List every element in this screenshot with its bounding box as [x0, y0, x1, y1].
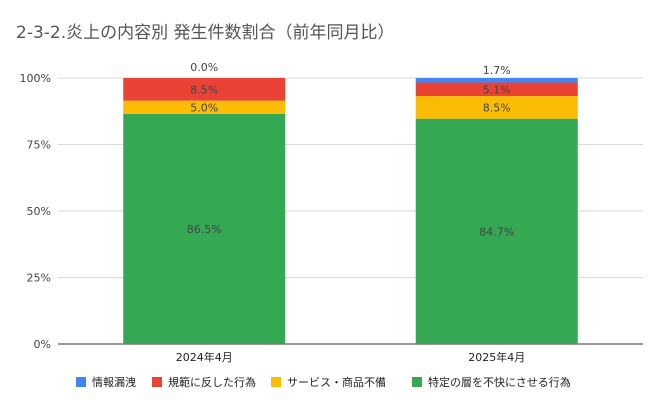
bar-segment [415, 118, 578, 344]
data-label: 8.5% [190, 83, 218, 96]
legend-label: サービス・商品不備 [287, 375, 386, 389]
legend-swatch [76, 377, 86, 387]
y-tick-label: 50% [27, 205, 51, 218]
y-tick-label: 25% [27, 272, 51, 285]
bar-segment [123, 113, 286, 344]
data-label: 5.0% [190, 101, 218, 114]
x-tick-label: 2024年4月 [176, 350, 233, 364]
data-label: 0.0% [190, 61, 218, 74]
bar-segment [415, 96, 578, 119]
bar-segment [415, 82, 578, 97]
chart-title: 2-3-2.炎上の内容別 発生件数割合（前年同月比） [16, 23, 395, 43]
x-tick-label: 2025年4月 [468, 350, 525, 364]
y-tick-label: 0% [34, 338, 51, 351]
bar-segment [123, 78, 286, 101]
bar-segment [123, 100, 286, 114]
y-tick-label: 75% [27, 139, 51, 152]
data-label: 1.7% [483, 64, 511, 77]
legend-swatch [271, 377, 281, 387]
data-label: 5.1% [483, 83, 511, 96]
data-label: 8.5% [483, 101, 511, 114]
legend-swatch [152, 377, 162, 387]
bar-segment [415, 78, 578, 83]
legend-swatch [412, 377, 422, 387]
data-label: 86.5% [187, 223, 222, 236]
legend-label: 規範に反した行為 [168, 375, 256, 389]
legend-label: 情報漏洩 [92, 375, 136, 389]
data-label: 84.7% [479, 225, 514, 238]
legend-label: 特定の層を不快にさせる行為 [428, 375, 571, 389]
y-tick-label: 100% [20, 72, 51, 85]
